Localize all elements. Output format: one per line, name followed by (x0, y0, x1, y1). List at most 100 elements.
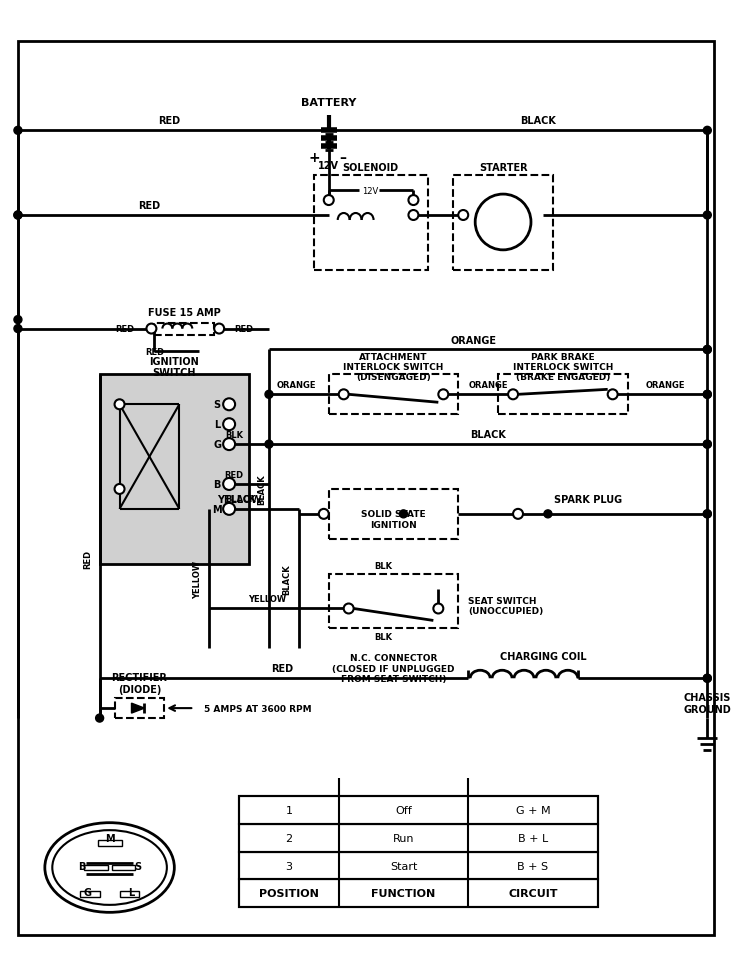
Text: RED: RED (271, 663, 293, 674)
Circle shape (400, 511, 407, 518)
Text: BLACK: BLACK (226, 495, 256, 504)
Text: S: S (496, 213, 510, 233)
Text: ORANGE: ORANGE (451, 335, 496, 345)
Bar (239, 796, 598, 907)
Circle shape (703, 346, 711, 355)
Text: SOLENOID: SOLENOID (343, 163, 398, 173)
Circle shape (409, 211, 418, 221)
Bar (239, 852, 598, 880)
Circle shape (703, 212, 711, 220)
Text: BLK: BLK (375, 561, 392, 571)
Bar (112, 864, 135, 871)
Bar (239, 880, 598, 907)
Circle shape (703, 675, 711, 682)
Text: S: S (214, 400, 220, 410)
Circle shape (434, 604, 443, 614)
Text: BLACK: BLACK (520, 116, 556, 126)
Circle shape (608, 390, 617, 400)
Text: 3: 3 (285, 861, 293, 871)
Bar (154, 323, 214, 335)
Text: FUNCTION: FUNCTION (371, 888, 436, 899)
Circle shape (703, 511, 711, 518)
Circle shape (319, 509, 329, 519)
Text: FUSE 15 AMP: FUSE 15 AMP (148, 307, 220, 317)
Circle shape (703, 511, 711, 518)
Circle shape (544, 511, 552, 518)
Circle shape (14, 325, 22, 334)
Text: L: L (129, 887, 135, 898)
Circle shape (323, 196, 334, 206)
Circle shape (146, 324, 157, 335)
Text: RED: RED (138, 201, 160, 211)
Text: +: + (309, 152, 320, 165)
Bar (120, 891, 140, 898)
Circle shape (703, 346, 711, 355)
Text: 2: 2 (285, 833, 293, 842)
Text: G + M: G + M (516, 805, 551, 815)
Text: L: L (214, 419, 220, 430)
Text: RED: RED (158, 116, 180, 126)
Text: YELLOW: YELLOW (248, 595, 286, 603)
Text: 12V: 12V (362, 187, 379, 195)
Text: YELLOW: YELLOW (217, 495, 262, 504)
Text: IGNITION
SWITCH: IGNITION SWITCH (149, 356, 199, 377)
Circle shape (339, 390, 348, 400)
Circle shape (214, 324, 224, 335)
Text: G: G (213, 439, 221, 450)
Bar (329, 490, 458, 539)
Text: ORANGE: ORANGE (277, 380, 317, 390)
Polygon shape (132, 703, 145, 714)
Bar (79, 891, 100, 898)
Circle shape (438, 390, 448, 400)
Bar (115, 699, 165, 719)
Circle shape (703, 127, 711, 135)
Bar (98, 840, 121, 845)
Circle shape (703, 440, 711, 449)
Text: CHASSIS
GROUND: CHASSIS GROUND (684, 693, 731, 714)
Circle shape (115, 484, 124, 495)
Circle shape (223, 438, 235, 451)
Text: BLACK: BLACK (282, 564, 291, 595)
Circle shape (223, 503, 235, 516)
Bar (84, 864, 107, 871)
Circle shape (14, 212, 22, 220)
Text: RED: RED (145, 348, 164, 356)
Text: Off: Off (395, 805, 412, 815)
Text: RED: RED (234, 325, 254, 334)
Text: PARK BRAKE
INTERLOCK SWITCH
(BRAKE ENGAGED): PARK BRAKE INTERLOCK SWITCH (BRAKE ENGAG… (513, 353, 613, 382)
Text: BLK: BLK (225, 430, 243, 439)
Text: RED: RED (83, 550, 92, 569)
Text: Run: Run (392, 833, 415, 842)
Circle shape (513, 509, 523, 519)
Circle shape (458, 211, 468, 221)
Circle shape (223, 478, 235, 491)
Text: RECTIFIER
(DIODE): RECTIFIER (DIODE) (112, 673, 168, 695)
Circle shape (508, 390, 518, 400)
Text: CIRCUIT: CIRCUIT (508, 888, 558, 899)
Bar (239, 796, 598, 823)
Text: B + S: B + S (517, 861, 548, 871)
Circle shape (223, 399, 235, 411)
Circle shape (703, 391, 711, 399)
Text: ORANGE: ORANGE (646, 380, 685, 390)
Text: STARTER: STARTER (478, 163, 528, 173)
Bar (329, 375, 458, 415)
Text: N.C. CONNECTOR
(CLOSED IF UNPLUGGED
FROM SEAT SWITCH): N.C. CONNECTOR (CLOSED IF UNPLUGGED FROM… (332, 654, 455, 683)
Bar (453, 176, 553, 271)
Text: 1: 1 (285, 805, 293, 815)
Text: S: S (134, 861, 141, 871)
Text: –: – (339, 152, 346, 165)
Text: YELLOW: YELLOW (193, 560, 201, 598)
Circle shape (476, 194, 531, 251)
Circle shape (14, 212, 22, 220)
Bar (329, 574, 458, 629)
Circle shape (703, 391, 711, 399)
Circle shape (115, 400, 124, 410)
Text: ATTACHMENT
INTERLOCK SWITCH
(DISENGAGED): ATTACHMENT INTERLOCK SWITCH (DISENGAGED) (343, 353, 444, 382)
Circle shape (344, 604, 354, 614)
Bar (314, 176, 429, 271)
Ellipse shape (52, 830, 167, 905)
Circle shape (265, 440, 273, 449)
Text: 5 AMPS AT 3600 RPM: 5 AMPS AT 3600 RPM (204, 704, 312, 713)
Text: SEAT SWITCH
(UNOCCUPIED): SEAT SWITCH (UNOCCUPIED) (468, 597, 543, 616)
